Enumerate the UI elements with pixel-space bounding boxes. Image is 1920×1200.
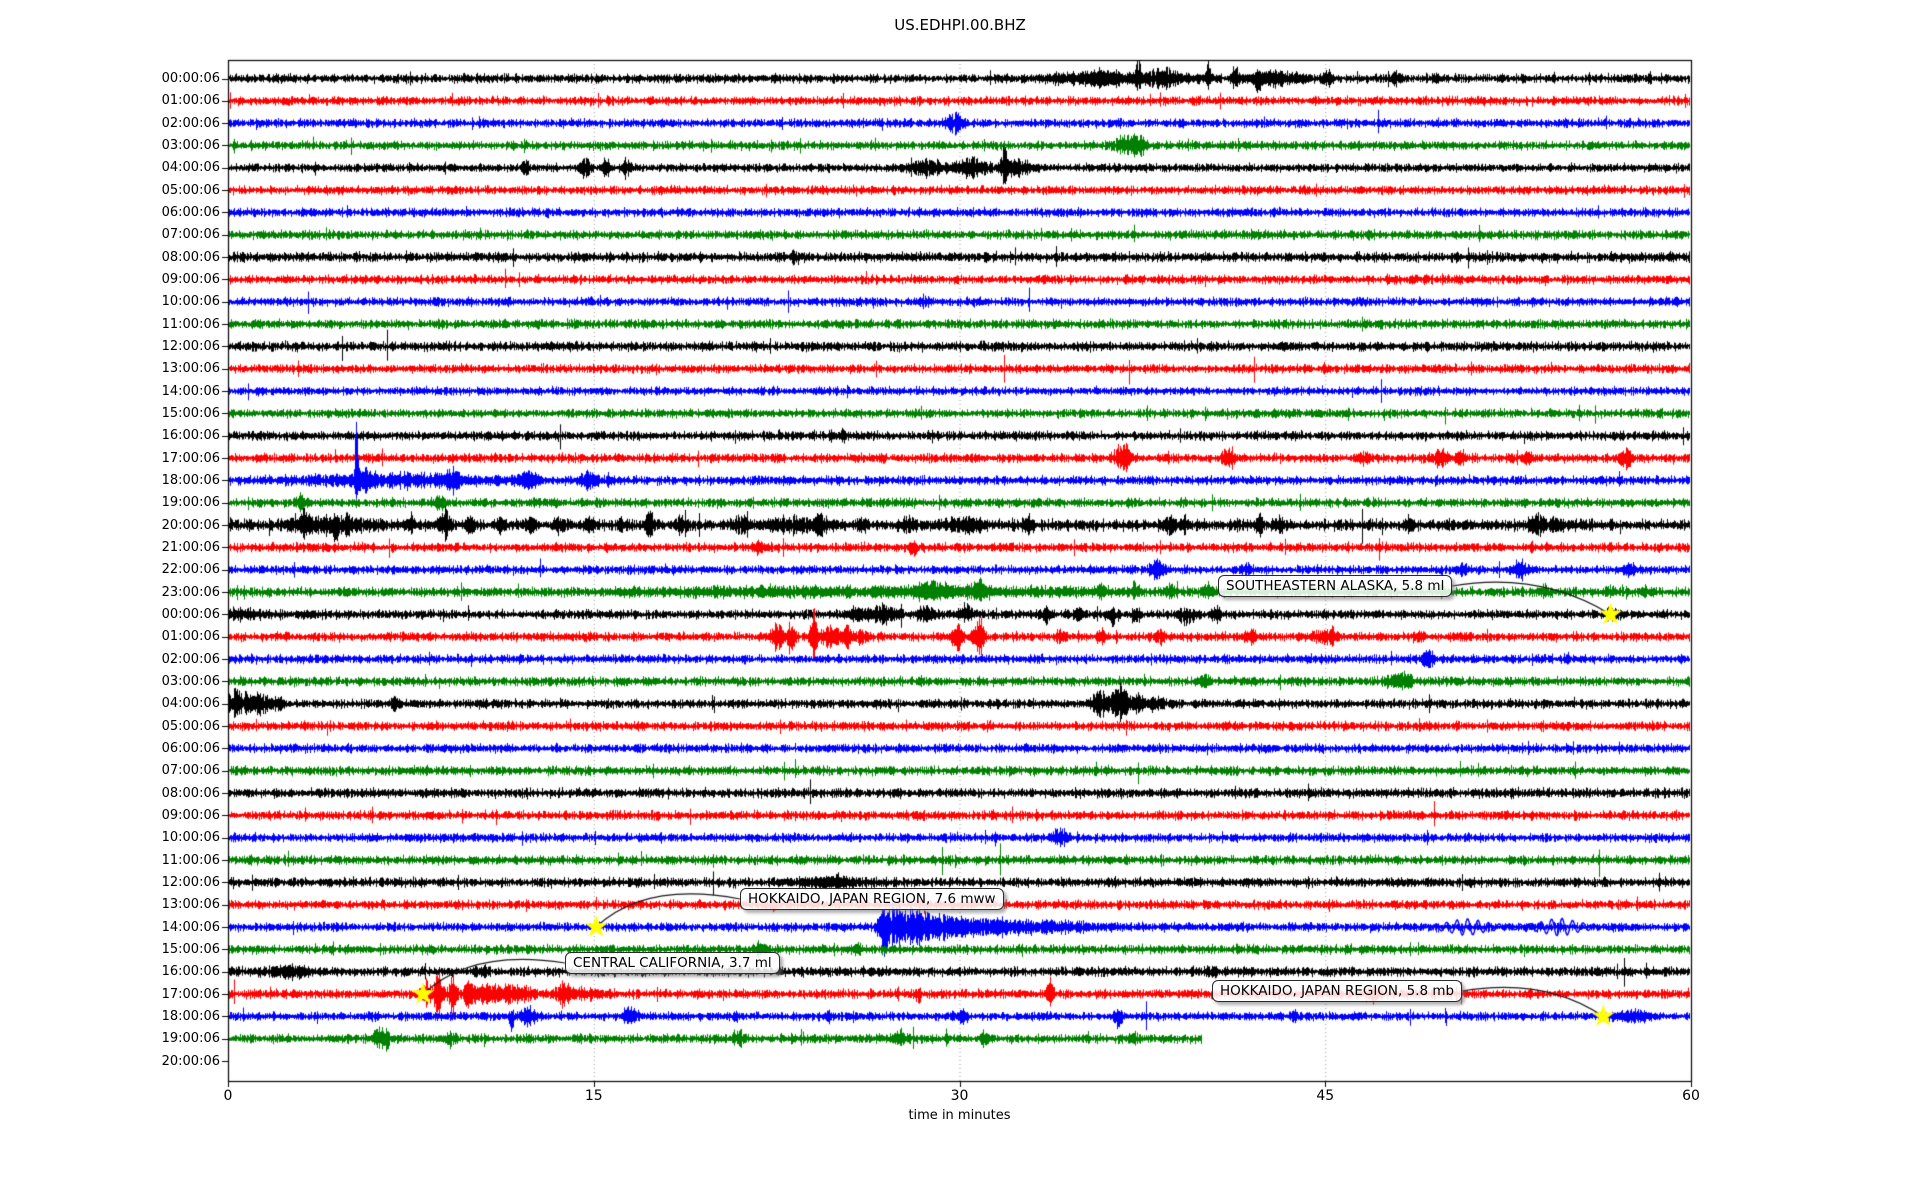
time-label: 14:00:06 [161,919,220,935]
x-tick-label: 60 [1682,1088,1700,1104]
time-label: 18:00:06 [161,472,220,488]
time-label: 16:00:06 [161,964,220,980]
time-label: 04:00:06 [161,160,220,176]
time-label: 14:00:06 [161,383,220,399]
time-label: 10:00:06 [161,830,220,846]
time-label: 03:00:06 [161,673,220,689]
time-label: 09:00:06 [161,807,220,823]
time-label: 08:00:06 [161,249,220,265]
time-label: 02:00:06 [161,115,220,131]
time-label: 19:00:06 [161,1031,220,1047]
time-label: 13:00:06 [161,897,220,913]
time-label: 19:00:06 [161,495,220,511]
time-label: 13:00:06 [161,361,220,377]
time-label: 01:00:06 [161,93,220,109]
time-label: 20:00:06 [161,1053,220,1069]
time-label: 01:00:06 [161,629,220,645]
time-label: 05:00:06 [161,718,220,734]
time-label: 15:00:06 [161,405,220,421]
time-label: 06:00:06 [161,740,220,756]
time-label: 10:00:06 [161,294,220,310]
annotation-hokkaido-76mww: HOKKAIDO, JAPAN REGION, 7.6 mww [740,888,1004,910]
x-tick-label: 0 [223,1088,233,1104]
page-title: US.EDHPI.00.BHZ [894,16,1026,34]
time-label: 11:00:06 [161,316,220,332]
time-label: 17:00:06 [161,986,220,1002]
time-label: 00:00:06 [161,606,220,622]
x-tick-label: 15 [584,1088,603,1104]
time-label: 12:00:06 [161,874,220,890]
time-label: 02:00:06 [161,651,220,667]
time-label: 09:00:06 [161,271,220,287]
time-label: 03:00:06 [161,137,220,153]
x-tick-label: 45 [1316,1088,1335,1104]
time-label: 05:00:06 [161,182,220,198]
time-label: 12:00:06 [161,338,220,354]
time-label: 06:00:06 [161,204,220,220]
time-label: 00:00:06 [161,71,220,86]
x-axis-title: time in minutes [908,1108,1011,1123]
time-label: 15:00:06 [161,941,220,957]
time-label: 07:00:06 [161,763,220,779]
time-label: 23:00:06 [161,584,220,600]
time-label: 16:00:06 [161,428,220,444]
time-label: 18:00:06 [161,1008,220,1024]
time-label: 11:00:06 [161,852,220,868]
annotation-southeastern-alaska: SOUTHEASTERN ALASKA, 5.8 ml [1218,575,1453,597]
time-label: 04:00:06 [161,696,220,712]
time-label: 20:00:06 [161,517,220,533]
time-label: 22:00:06 [161,562,220,578]
x-tick-label: 30 [950,1088,969,1104]
time-label: 08:00:06 [161,785,220,801]
time-label: 17:00:06 [161,450,220,466]
annotation-central-california: CENTRAL CALIFORNIA, 3.7 ml [565,952,780,974]
time-label: 21:00:06 [161,539,220,555]
annotation-hokkaido-58mb: HOKKAIDO, JAPAN REGION, 5.8 mb [1212,980,1463,1002]
time-label: 07:00:06 [161,227,220,243]
